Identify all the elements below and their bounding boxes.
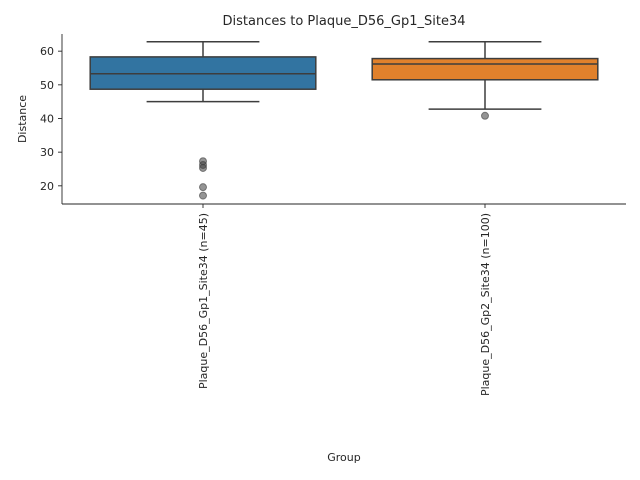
outlier-point [199,163,207,172]
y-tick-label: 30 [40,146,54,159]
boxes-layer [89,40,599,200]
outlier-point [481,111,489,120]
box-iqr [371,57,599,81]
y-ticks: 20 30 40 50 60 [40,45,62,193]
outlier-point [199,183,207,192]
y-tick-label: 20 [40,180,54,193]
x-tick-label: Plaque_D56_Gp1_Site34 (n=45) [197,213,210,389]
x-tick-label: Plaque_D56_Gp2_Site34 (n=100) [479,213,492,396]
x-axis-label: Group [327,451,361,464]
x-ticks: Plaque_D56_Gp1_Site34 (n=45) Plaque_D56_G… [197,204,492,396]
y-tick-label: 40 [40,112,54,125]
box-group [89,40,317,200]
box-group [371,40,599,120]
y-tick-label: 60 [40,45,54,58]
outlier-point [199,191,207,200]
chart-title: Distances to Plaque_D56_Gp1_Site34 [223,14,466,29]
y-tick-label: 50 [40,79,54,92]
y-axis-label: Distance [16,95,29,143]
